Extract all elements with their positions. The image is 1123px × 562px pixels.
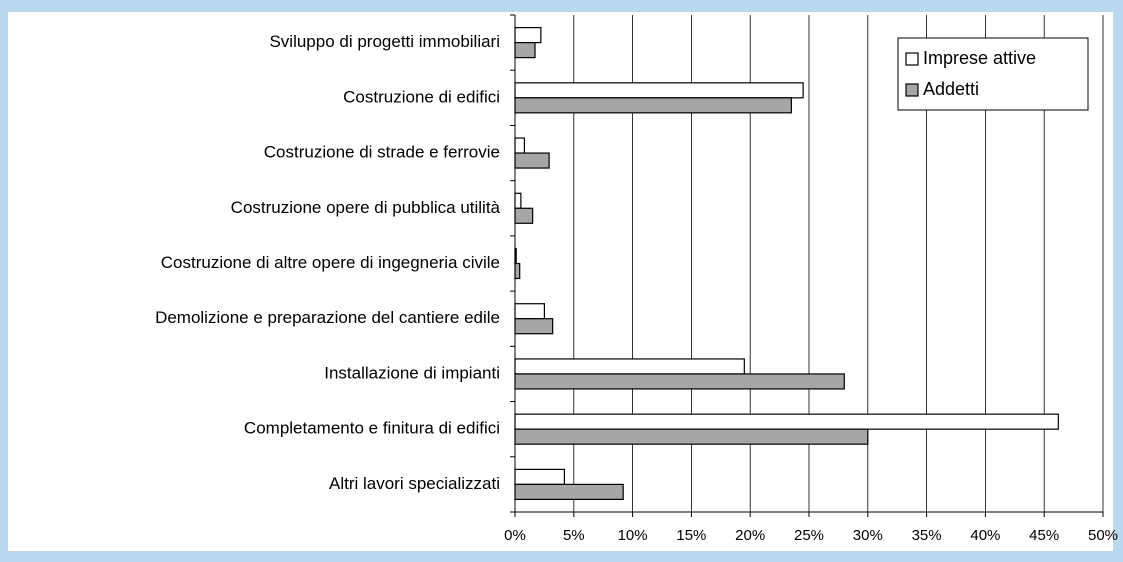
y-tick-label: Costruzione opere di pubblica utilità xyxy=(231,198,501,217)
legend-swatch xyxy=(905,83,919,97)
y-tick-label: Costruzione di strade e ferrovie xyxy=(264,143,500,162)
bar xyxy=(514,262,521,280)
bar xyxy=(514,192,522,209)
bar xyxy=(514,247,517,265)
bar xyxy=(514,82,804,99)
x-tick-label: 25% xyxy=(794,527,824,544)
x-tick-label: 15% xyxy=(676,527,706,544)
legend-label: Addetti xyxy=(923,79,979,99)
x-tick-label: 0% xyxy=(504,527,526,544)
y-tick-label: Altri lavori specializzati xyxy=(329,474,500,493)
bar xyxy=(514,428,869,445)
bar xyxy=(514,483,624,500)
y-tick-label: Installazione di impianti xyxy=(324,363,500,382)
y-tick-label: Costruzione di altre opere di ingegneria… xyxy=(161,253,500,272)
x-tick-label: 35% xyxy=(912,527,942,544)
y-tick-label: Costruzione di edifici xyxy=(343,87,500,106)
x-tick-label: 20% xyxy=(735,527,765,544)
bar xyxy=(514,27,542,44)
x-tick-label: 45% xyxy=(1029,527,1059,544)
bar xyxy=(514,468,565,485)
y-tick-label: Demolizione e preparazione del cantiere … xyxy=(155,308,500,327)
legend-label: Imprese attive xyxy=(923,48,1036,68)
x-tick-label: 50% xyxy=(1088,527,1118,544)
legend-swatch xyxy=(905,52,919,66)
y-tick-label: Completamento e finitura di edifici xyxy=(244,419,500,438)
legend xyxy=(897,37,1089,111)
y-tick-label: Sviluppo di progetti immobiliari xyxy=(269,32,500,51)
bar xyxy=(514,358,745,375)
bar xyxy=(514,137,526,154)
x-tick-label: 10% xyxy=(618,527,648,544)
bar xyxy=(514,373,845,390)
bar xyxy=(514,303,545,320)
x-tick-label: 40% xyxy=(970,527,1000,544)
bar xyxy=(514,413,1059,430)
bar xyxy=(514,318,554,335)
bar xyxy=(514,42,536,59)
bar xyxy=(514,152,550,169)
bar xyxy=(514,97,792,114)
bar xyxy=(514,207,534,224)
x-tick-label: 5% xyxy=(563,527,585,544)
x-tick-label: 30% xyxy=(853,527,883,544)
